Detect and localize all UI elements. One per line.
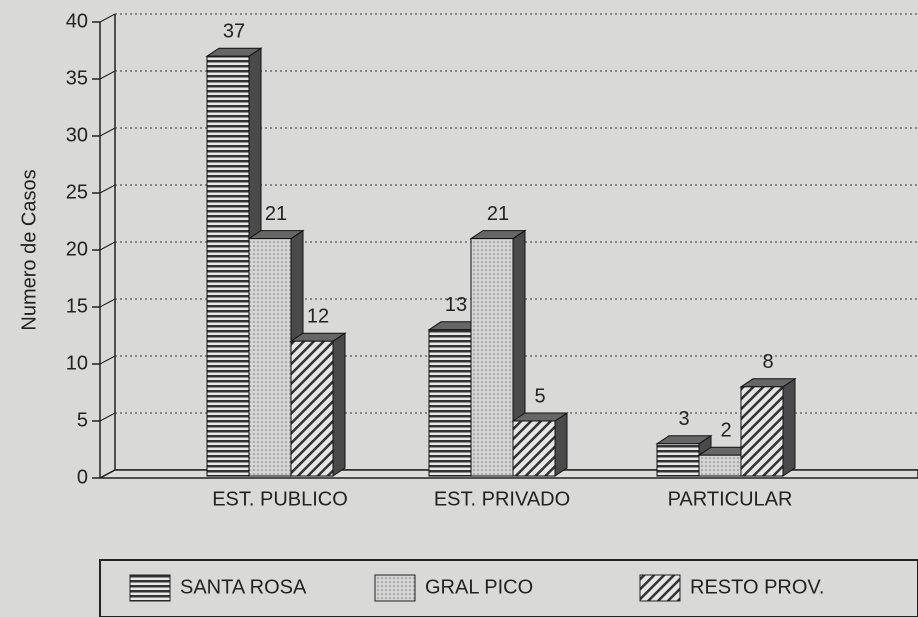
legend-box (99, 559, 918, 617)
depth-line (99, 298, 116, 308)
data-label: 37 (223, 20, 245, 42)
bar-side (554, 412, 568, 477)
y-tick-label: 10 (66, 352, 88, 374)
legend-swatch (129, 574, 171, 602)
data-label: 21 (487, 203, 509, 225)
legend-swatch (374, 574, 416, 602)
legend-swatch (639, 574, 681, 602)
depth-line (99, 355, 116, 365)
y-tick-label: 15 (66, 295, 88, 317)
data-label: 5 (534, 385, 545, 407)
y-tick-label: 30 (66, 124, 88, 146)
data-label: 8 (762, 351, 773, 373)
y-axis-label: Numero de Casos (18, 169, 40, 330)
y-tick-label: 40 (66, 10, 88, 32)
bar (248, 238, 292, 477)
depth-line (99, 70, 116, 80)
data-label: 13 (445, 294, 467, 316)
bar-side (332, 332, 346, 477)
depth-line (99, 241, 116, 251)
y-tick-label: 20 (66, 238, 88, 260)
bar (512, 420, 556, 477)
bar (698, 454, 742, 477)
y-tick-label: 0 (77, 466, 88, 488)
legend-label: GRAL PICO (425, 576, 533, 598)
legend-label: SANTA ROSA (180, 576, 307, 598)
data-label: 12 (307, 305, 329, 327)
y-tick-label: 35 (66, 67, 88, 89)
depth-line (99, 184, 116, 194)
bar-side (782, 377, 796, 477)
y-tick-label: 25 (66, 181, 88, 203)
x-tick-label: EST. PUBLICO (212, 488, 348, 510)
bar (740, 386, 784, 477)
y-tick-label: 5 (77, 409, 88, 431)
depth-line (99, 13, 116, 23)
depth-line (99, 412, 116, 422)
bar (656, 443, 700, 477)
bar (470, 238, 514, 477)
bar (428, 329, 472, 477)
x-tick-label: EST. PRIVADO (434, 488, 570, 510)
data-label: 3 (678, 408, 689, 430)
x-tick-label: PARTICULAR (668, 488, 793, 510)
bar (290, 340, 334, 477)
depth-line (99, 469, 116, 479)
legend-label: RESTO PROV. (690, 576, 825, 598)
data-label: 21 (265, 203, 287, 225)
depth-line (99, 127, 116, 137)
data-label: 2 (720, 419, 731, 441)
bar (206, 55, 250, 477)
